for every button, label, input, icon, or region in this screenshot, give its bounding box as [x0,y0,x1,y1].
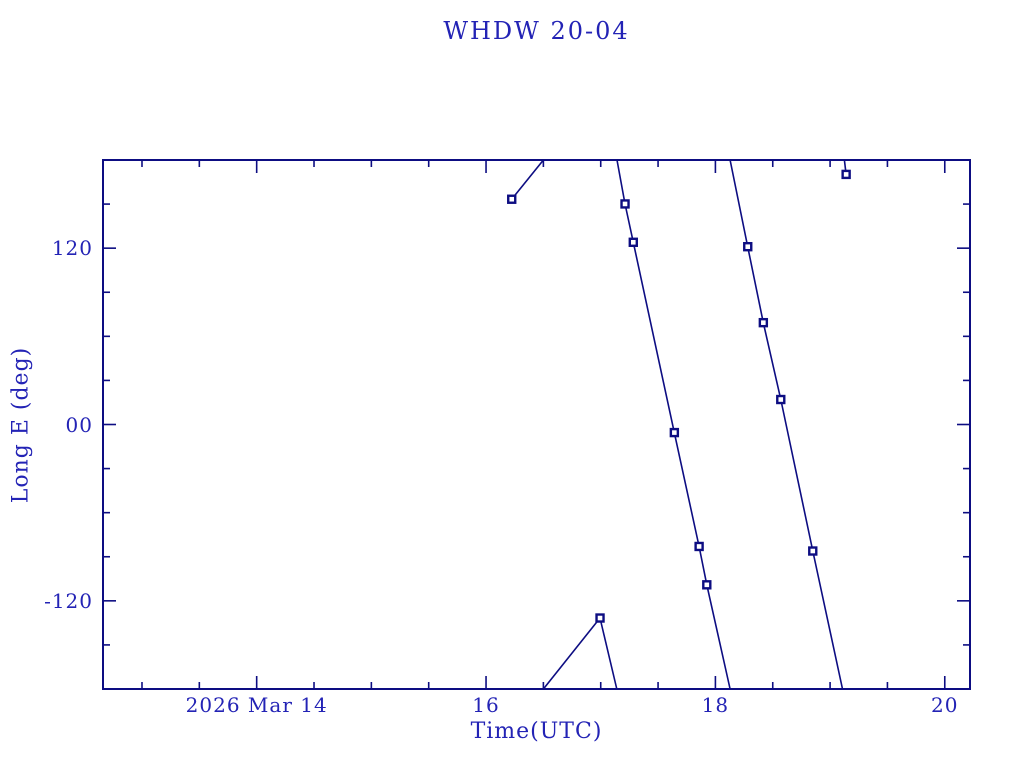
y-tick-label: -120 [44,588,93,613]
y-tick-label: 00 [65,412,93,437]
data-line [729,159,844,690]
x-tick-label: 18 [701,693,730,717]
data-marker [808,546,818,556]
data-marker [628,237,638,247]
data-line [511,159,545,200]
data-marker [595,613,605,623]
data-marker [669,427,680,438]
data-marker [702,580,712,590]
data-marker [743,241,753,252]
plot-title: WHDW 20-04 [443,17,630,45]
data-marker [507,194,517,204]
data-line [542,617,601,690]
x-tick-label: 16 [472,693,500,717]
data-marker [694,541,704,552]
data-marker [620,199,630,209]
chart-frame [102,159,971,690]
x-tick-label: 2026 Mar 14 [185,693,328,717]
y-tick-label: 120 [51,236,93,261]
data-marker [758,317,769,328]
x-tick-label: 20 [931,693,959,717]
data-marker [776,394,786,405]
data-line [599,617,618,690]
x-axis-label: Time(UTC) [470,719,603,744]
data-marker [841,169,851,180]
